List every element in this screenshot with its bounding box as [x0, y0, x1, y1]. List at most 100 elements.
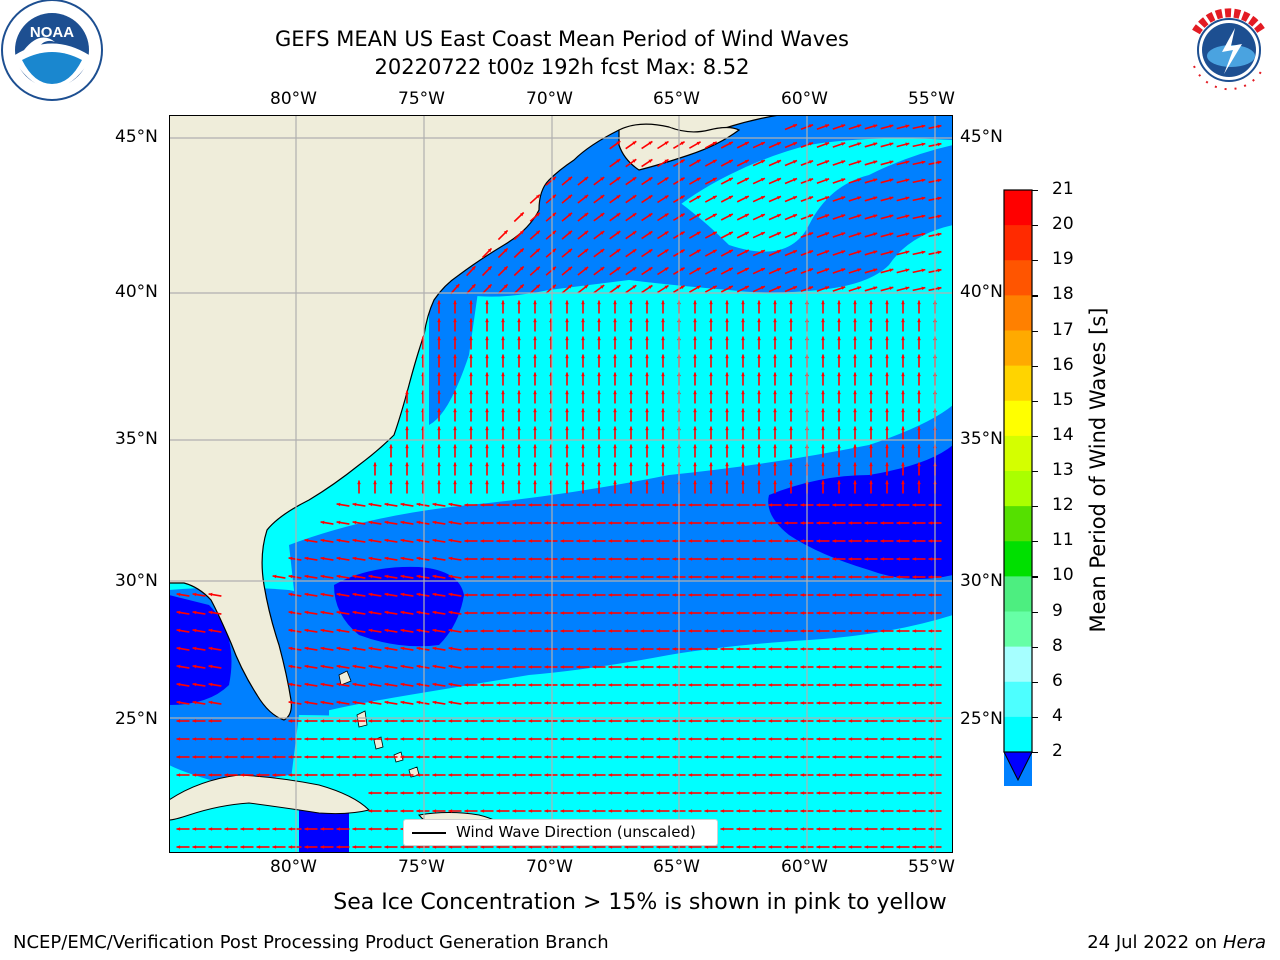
wind-arrow-head — [512, 737, 517, 741]
band-2-4-central — [289, 405, 953, 715]
wind-arrow-head — [597, 426, 601, 431]
wind-arrow-head — [480, 719, 485, 723]
wind-arrow-head — [597, 354, 601, 359]
wind-arrow-head — [688, 503, 693, 507]
wind-arrow-head — [921, 178, 926, 183]
wind-arrow-head — [469, 408, 473, 413]
wind-arrow-head — [672, 557, 677, 561]
wind-arrow-head — [469, 318, 473, 323]
wind-arrow-head — [816, 539, 821, 543]
wind-arrow-head — [432, 502, 437, 507]
wind-arrow-head — [784, 575, 789, 579]
wind-arrow-head — [629, 390, 633, 395]
wind-arrow-head — [800, 611, 805, 615]
wind-arrow-head — [917, 408, 921, 413]
wind-arrow-head — [789, 300, 793, 305]
wind-arrow-head — [565, 444, 569, 449]
wind-arrow-head — [528, 719, 533, 723]
wind-arrow-head — [565, 480, 569, 485]
wind-arrow-head — [896, 665, 901, 669]
wind-arrow-head — [485, 444, 489, 449]
wind-arrow-head — [384, 755, 389, 759]
wind-arrow-head — [512, 845, 517, 849]
wind-arrow-head — [725, 318, 729, 323]
wind-arrow-head — [512, 593, 517, 597]
wind-arrow-head — [288, 845, 293, 849]
wind-arrow-head — [912, 791, 917, 795]
wind-arrow-head — [680, 141, 685, 145]
wind-arrow-head — [889, 268, 894, 272]
wind-arrow-head — [464, 593, 469, 597]
wind-arrow-head — [864, 539, 869, 543]
wind-arrow-head — [752, 845, 757, 849]
wind-arrow-head — [752, 791, 757, 795]
wind-arrow-head — [680, 285, 685, 289]
wind-arrow-head — [853, 390, 857, 395]
wind-arrow-head — [789, 408, 793, 413]
wind-arrow-head — [688, 575, 693, 579]
wind-arrow-head — [837, 480, 841, 485]
wind-arrow-head — [528, 701, 533, 705]
wind-arrow-head — [873, 142, 878, 146]
wind-arrow-head — [848, 665, 853, 669]
wind-arrow-head — [712, 249, 717, 254]
wind-arrow-head — [825, 268, 830, 272]
wind-arrow-head — [869, 426, 873, 431]
wind-arrow-head — [584, 213, 589, 217]
wind-arrow-head — [816, 575, 821, 579]
wind-arrow-head — [624, 737, 629, 741]
colorbar-bin-11-12 — [1004, 506, 1032, 542]
wind-arrow-head — [640, 503, 645, 507]
wind-arrow-head — [777, 214, 781, 218]
wind-arrow-head — [645, 300, 649, 305]
wind-arrow-head — [256, 773, 261, 777]
wind-arrow-head — [640, 701, 645, 705]
wind-arrow-head — [656, 557, 661, 561]
wind-arrow-head — [536, 266, 540, 271]
wind-arrow-head — [672, 575, 677, 579]
wind-arrow-head — [885, 336, 889, 341]
wind-arrow-head — [581, 462, 585, 467]
wind-arrow-head — [519, 230, 524, 235]
colorbar-tick-mark — [1032, 400, 1038, 402]
wind-arrow-head — [656, 719, 661, 723]
wind-arrow-head — [208, 737, 213, 741]
wind-arrow-head — [773, 318, 777, 323]
wind-arrow-head — [581, 372, 585, 377]
wind-arrow-head — [592, 773, 597, 777]
wind-arrow-head — [696, 213, 701, 218]
wind-arrow-head — [848, 593, 853, 597]
wind-arrow-head — [816, 647, 821, 651]
wind-arrow-head — [600, 195, 605, 199]
wind-arrow-head — [841, 286, 846, 290]
wind-arrow-head — [624, 503, 629, 507]
wind-arrow-head — [800, 629, 805, 633]
wind-arrow-head — [821, 372, 825, 377]
wind-arrow-head — [496, 557, 501, 561]
wind-arrow-head — [336, 755, 341, 759]
wind-arrow-head — [661, 336, 665, 341]
wind-arrow-head — [469, 444, 473, 449]
wind-arrow-head — [757, 408, 761, 413]
wind-arrow-head — [384, 827, 389, 831]
wind-arrow-head — [616, 159, 621, 163]
wind-arrow-head — [725, 462, 729, 467]
wind-arrow-head — [608, 737, 613, 741]
wind-arrow-head — [512, 719, 517, 723]
wind-arrow-head — [608, 791, 613, 795]
wind-arrow-head — [736, 593, 741, 597]
wind-arrow-head — [320, 719, 325, 723]
wind-arrow-head — [624, 521, 629, 525]
wind-arrow-head — [816, 503, 821, 507]
wind-arrow-head — [368, 845, 373, 849]
wind-arrow-head — [528, 503, 533, 507]
colorbar-bin-19-20 — [1004, 225, 1032, 261]
wind-arrow-head — [741, 390, 745, 395]
wind-arrow-head — [600, 177, 605, 181]
wind-arrow-head — [720, 611, 725, 615]
wind-arrow-head — [471, 266, 476, 271]
wind-arrow-head — [789, 480, 793, 485]
wind-arrow-head — [288, 737, 293, 741]
wind-arrow-head — [176, 664, 181, 669]
colorbar-tick-label: 4 — [1052, 705, 1063, 726]
